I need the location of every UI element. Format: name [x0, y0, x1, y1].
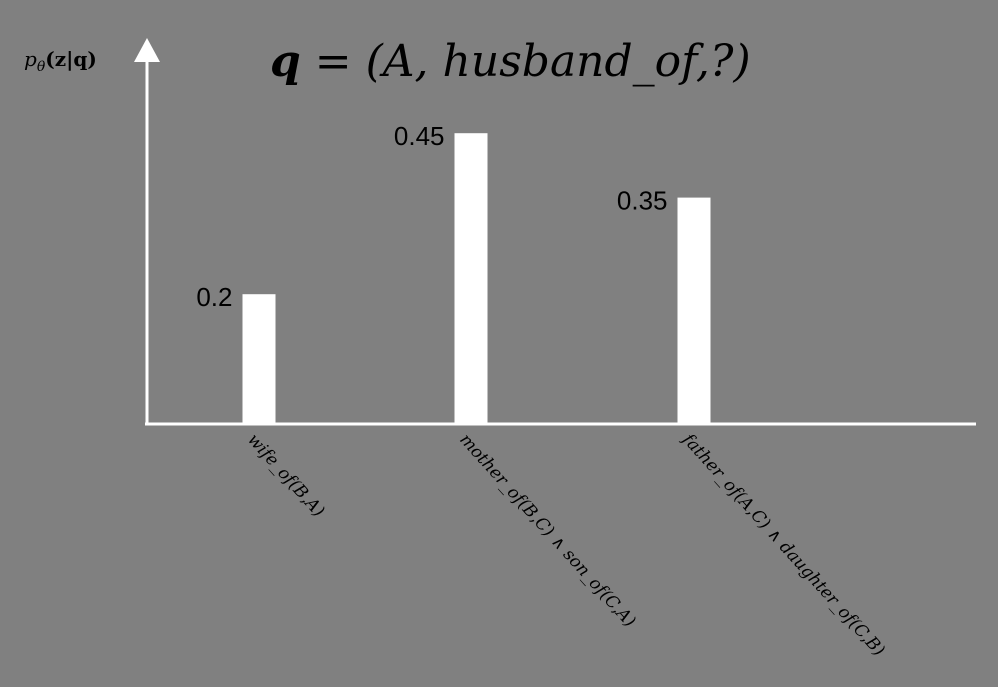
- chart-title: q = (A, husband_of,?): [270, 36, 751, 87]
- category-label-3: father_of(A,C) ∧ daughter_of(C,B): [677, 428, 889, 660]
- bar-group: 0.2 wife_of(B,A) 0.45 mother_of(B,C) ∧ son_…: [196, 121, 888, 660]
- y-axis-label: pθ(z|q): [24, 47, 97, 75]
- title-q: q: [270, 36, 301, 87]
- value-label-3: 0.35: [617, 186, 668, 216]
- ylabel-p: p: [24, 47, 37, 71]
- bar-3: [677, 197, 711, 423]
- value-label-1: 0.2: [196, 282, 232, 312]
- ylabel-args: (z|q): [45, 47, 97, 71]
- value-label-2: 0.45: [394, 121, 445, 151]
- ylabel-theta: θ: [37, 59, 46, 75]
- bar-2: [454, 133, 488, 423]
- bar-1: [242, 294, 276, 423]
- category-label-1: wife_of(B,A): [243, 430, 328, 521]
- title-rest: (A, husband_of,?): [366, 36, 751, 87]
- y-axis-arrow: [134, 38, 160, 62]
- title-equals: =: [301, 36, 366, 87]
- category-label-2: mother_of(B,C) ∧ son_of(C,A): [455, 430, 639, 631]
